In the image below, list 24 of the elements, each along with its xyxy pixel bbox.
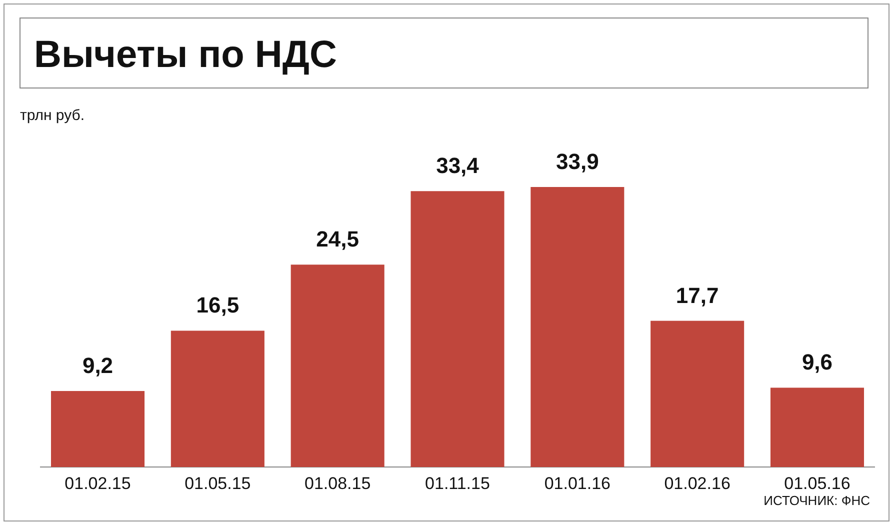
text: ИСТОЧНИК: ФНС bbox=[764, 493, 870, 508]
bar bbox=[290, 264, 384, 467]
data-label: 9,6 bbox=[802, 350, 833, 375]
x-tick-label: 01.05.15 bbox=[184, 474, 251, 493]
x-tick-label: 01.08.15 bbox=[304, 474, 371, 493]
x-tick-label: 01.02.15 bbox=[64, 474, 131, 493]
bar bbox=[530, 187, 624, 467]
x-tick-label: 01.01.16 bbox=[544, 474, 611, 493]
data-label: 16,5 bbox=[196, 292, 240, 318]
data-label: 9,2 bbox=[82, 353, 114, 378]
data-label: 24,5 bbox=[316, 226, 359, 252]
data-label: 17,7 bbox=[676, 282, 719, 308]
x-tick-label: 01.11.15 bbox=[425, 474, 490, 493]
bar bbox=[770, 388, 864, 467]
bar bbox=[50, 391, 145, 467]
bar bbox=[650, 320, 744, 467]
x-tick-label: 01.05.16 bbox=[784, 474, 850, 493]
bar bbox=[410, 191, 504, 467]
chart-title: Вычеты по НДС bbox=[34, 34, 337, 76]
x-tick-label: 01.02.16 bbox=[664, 474, 730, 493]
bar bbox=[170, 330, 264, 467]
y-axis-title: трлн руб. bbox=[20, 107, 85, 124]
data-label: 33,9 bbox=[556, 149, 599, 174]
data-label: 33,4 bbox=[436, 153, 480, 178]
